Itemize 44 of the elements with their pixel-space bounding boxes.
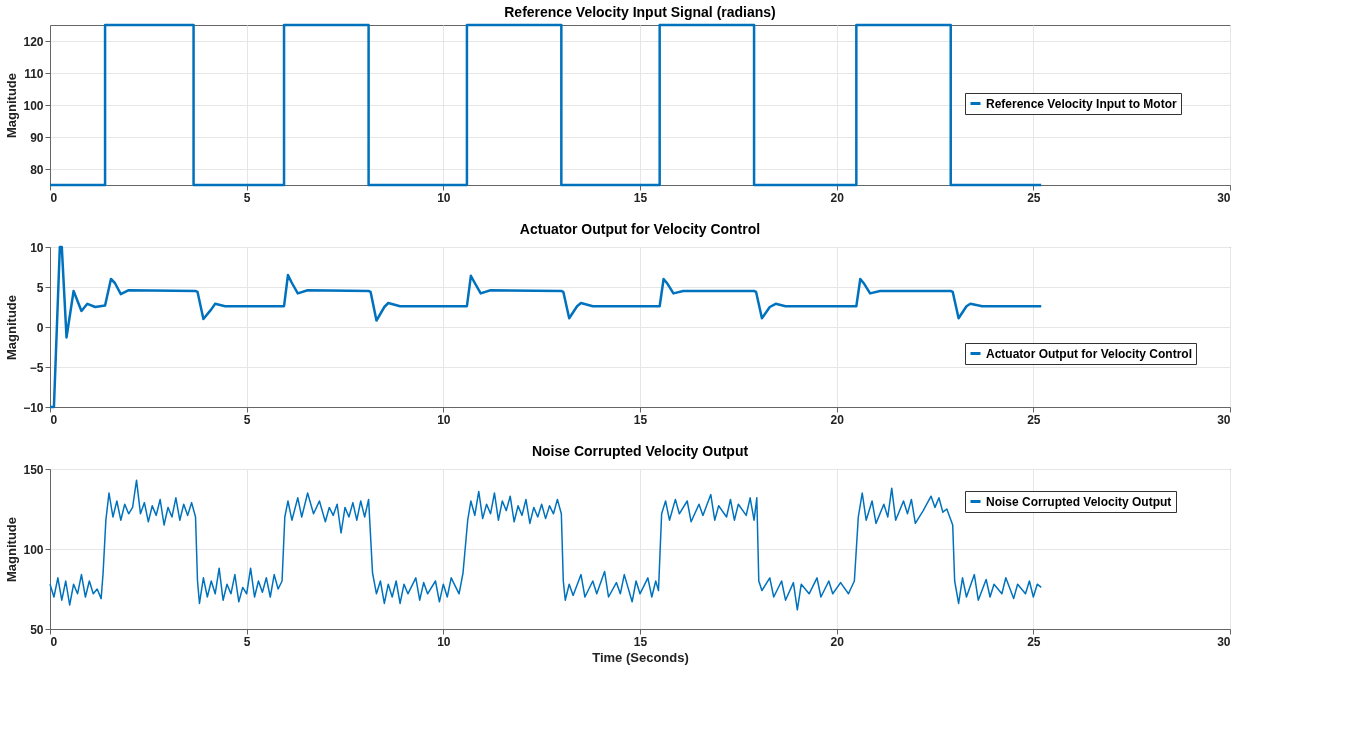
y-tick-label: 100: [23, 98, 44, 113]
legend-label: Noise Corrupted Velocity Output: [986, 494, 1172, 509]
x-tick-label: 20: [830, 190, 845, 205]
x-tick-label: 30: [1217, 634, 1231, 649]
y-tick-label: 120: [23, 34, 44, 49]
x-tick-label: 25: [1027, 412, 1041, 427]
y-tick-label: −10: [23, 400, 44, 415]
x-tick-label: 30: [1217, 190, 1231, 205]
legend-label: Actuator Output for Velocity Control: [986, 346, 1192, 361]
y-axis-title: Magnitude: [4, 73, 20, 138]
x-tick-label: 25: [1027, 190, 1041, 205]
x-tick-label: 5: [243, 634, 251, 649]
x-tick-label: 0: [50, 634, 58, 649]
x-tick-label: 15: [633, 190, 648, 205]
x-tick-label: 10: [437, 190, 451, 205]
chart-title: Actuator Output for Velocity Control: [519, 221, 761, 237]
x-tick-label: 20: [830, 412, 845, 427]
x-tick-label: 30: [1217, 412, 1231, 427]
y-tick-label: 90: [30, 130, 44, 145]
x-tick-label: 0: [50, 190, 58, 205]
x-tick-label: 20: [830, 634, 845, 649]
chart-title: Noise Corrupted Velocity Output: [531, 443, 749, 459]
y-tick-label: 100: [23, 542, 44, 557]
y-tick-label: −5: [29, 360, 44, 375]
y-axis-title: Magnitude: [4, 517, 20, 582]
x-tick-label: 10: [437, 634, 451, 649]
y-axis-title: Magnitude: [4, 295, 20, 360]
x-tick-label: 25: [1027, 634, 1041, 649]
chart-title: Reference Velocity Input Signal (radians): [504, 3, 776, 20]
x-tick-label: 15: [633, 634, 648, 649]
x-tick-label: 5: [243, 412, 251, 427]
x-axis-title: Time (Seconds): [592, 649, 689, 665]
x-tick-label: 10: [437, 412, 451, 427]
y-tick-label: 110: [24, 66, 44, 81]
y-tick-label: 5: [36, 280, 44, 295]
y-tick-label: 0: [36, 320, 44, 335]
x-tick-label: 5: [243, 190, 251, 205]
x-tick-label: 15: [633, 412, 648, 427]
x-tick-label: 0: [50, 412, 58, 427]
y-tick-label: 50: [30, 622, 44, 637]
y-tick-label: 80: [30, 162, 44, 177]
legend-label: Reference Velocity Input to Motor: [986, 96, 1178, 111]
y-tick-label: 10: [30, 240, 44, 255]
y-tick-label: 150: [23, 462, 44, 477]
